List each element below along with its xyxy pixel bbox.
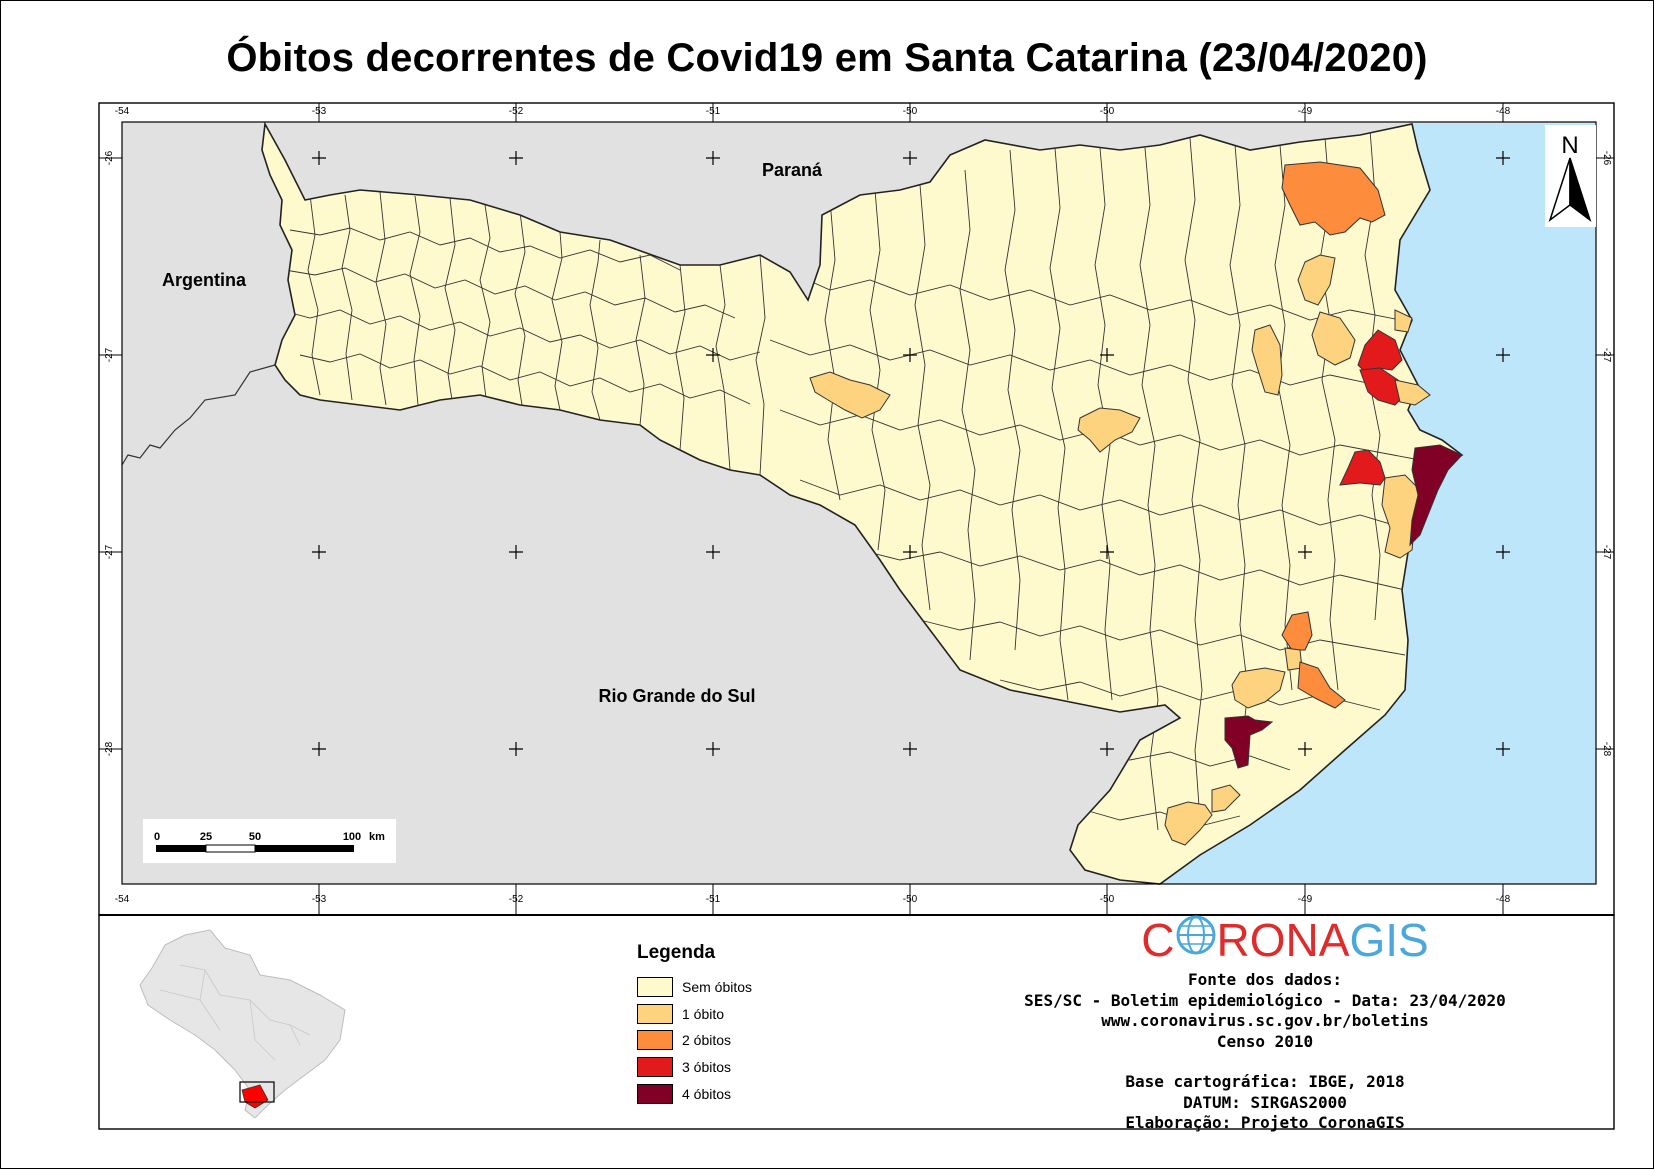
lon-tick-label: -51: [706, 894, 721, 905]
legend-swatch: [637, 1084, 673, 1104]
scale-label: 100: [343, 831, 361, 843]
argentina-river-line: [121, 364, 276, 466]
north-arrow-icon: N: [1545, 125, 1596, 227]
lat-tick-label: -28: [1601, 742, 1612, 757]
lon-tick-label: -54: [115, 106, 130, 117]
globe-icon: [1175, 914, 1217, 966]
lon-tick-label: -54: [115, 894, 130, 905]
legend-label: 3 óbitos: [682, 1059, 732, 1075]
credits-block: Fonte dos dados: SES/SC - Boletim epidem…: [980, 970, 1550, 1134]
legend-label: 1 óbito: [682, 1006, 725, 1022]
lon-tick-label: -49: [1298, 894, 1313, 905]
credits-line: DATUM: SIRGAS2000: [1183, 1092, 1347, 1112]
lon-tick-label: -49: [1298, 106, 1313, 117]
lon-tick-label: -48: [1496, 106, 1511, 117]
lon-tick-label: -50: [1100, 106, 1115, 117]
lon-tick-label: -48: [1496, 894, 1511, 905]
logo-letter-c: C: [1141, 914, 1175, 966]
label-rio-grande-do-sul: Rio Grande do Sul: [598, 686, 755, 706]
lat-labels-right: -26 -27 -27 -28: [1601, 151, 1612, 757]
legend-swatch: [637, 1030, 673, 1050]
municipality-2-obitos: [1281, 161, 1386, 236]
legend-label: Sem óbitos: [682, 979, 753, 995]
map-frame-inner: [121, 121, 1597, 885]
municipality-1-obito: [809, 371, 891, 419]
scale-label: 0: [154, 831, 160, 843]
legend-item: 1 óbito: [637, 1003, 724, 1025]
ocean: [1160, 124, 1596, 884]
lat-tick-label: -27: [1601, 545, 1612, 560]
municipality-4-obitos: [1224, 715, 1274, 769]
lat-tick-label: -26: [104, 150, 115, 165]
frame-ticks: [99, 103, 1614, 915]
lat-tick-label: -27: [104, 347, 115, 362]
credits-line: Fonte dos dados:: [1187, 970, 1343, 989]
municipality-1-obito: [1394, 309, 1413, 333]
municipality-1-obito: [1311, 311, 1356, 366]
legend-item: 3 óbitos: [637, 1056, 731, 1078]
highlighted-municipalities: [809, 161, 1463, 846]
svg-text:N: N: [1561, 132, 1578, 159]
graticule-crosses: [312, 151, 1510, 756]
logo-text-rona: RONA: [1216, 914, 1350, 966]
legend-label: 4 óbitos: [682, 1086, 732, 1102]
legend-label: 2 óbitos: [682, 1032, 732, 1048]
lon-tick-label: -50: [903, 106, 918, 117]
coronagis-logo: C RONAGIS: [1110, 914, 1460, 966]
scale-label: 25: [200, 831, 212, 843]
credits-line: [980, 1052, 1550, 1072]
municipality-1-obito: [1297, 254, 1336, 306]
municipality-2-obitos: [1297, 661, 1346, 709]
credits-line: www.coronavirus.sc.gov.br/boletins: [1101, 1011, 1429, 1030]
municipality-4-obitos: [1409, 444, 1463, 547]
lon-tick-label: -52: [509, 894, 524, 905]
municipality-1-obito: [1077, 407, 1141, 453]
scale-label: 50: [249, 831, 261, 843]
map-title: Óbitos decorrentes de Covid19 em Santa C…: [226, 36, 1428, 80]
legend-swatch: [637, 1057, 673, 1077]
legend-item: Sem óbitos: [637, 976, 752, 998]
lon-labels-bottom: -54 -53 -52 -51 -50 -50 -49 -48: [115, 894, 1511, 905]
lat-tick-label: -26: [1601, 151, 1612, 166]
legend-swatch: [637, 1004, 673, 1024]
logo-text-gis: GIS: [1349, 914, 1429, 966]
legend-swatch: [637, 977, 673, 997]
label-parana: Paraná: [762, 160, 823, 180]
lat-tick-label: -28: [104, 741, 115, 756]
lat-labels-left: -26 -27 -27 -28: [104, 150, 115, 756]
municipality-1-obito: [1251, 324, 1283, 396]
legend-item: 2 óbitos: [637, 1029, 731, 1051]
credits-line: SES/SC - Boletim epidemiológico - Data: …: [1024, 990, 1506, 1010]
santa-catarina-region: [261, 121, 1464, 885]
label-argentina: Argentina: [162, 270, 247, 290]
municipality-3-obitos: [1339, 449, 1386, 486]
lon-tick-label: -51: [706, 106, 721, 117]
municipality-1-obito: [1394, 379, 1431, 406]
lat-tick-label: -27: [104, 544, 115, 559]
legend-title: Legenda: [637, 942, 716, 963]
bottom-panel-frame: [98, 914, 1615, 1130]
lat-tick-label: -27: [1601, 348, 1612, 363]
municipality-1-obito: [1211, 784, 1241, 813]
scale-label: km: [369, 831, 385, 843]
scale-bar: 0 25 50 100 km: [143, 819, 396, 863]
municipal-boundaries: [279, 129, 1421, 831]
legend-item: 4 óbitos: [637, 1083, 731, 1105]
municipality-1-obito: [1231, 667, 1286, 709]
lon-tick-label: -52: [509, 106, 524, 117]
lon-tick-label: -50: [1100, 894, 1115, 905]
municipality-2-obitos: [1281, 611, 1313, 651]
lon-tick-label: -53: [312, 106, 327, 117]
lon-tick-label: -53: [312, 894, 327, 905]
credits-line: Base cartográfica: IBGE, 2018: [1125, 1072, 1405, 1091]
credits-line: Censo 2010: [1216, 1031, 1314, 1051]
credits-line: Elaboração: Projeto CoronaGIS: [1125, 1113, 1405, 1132]
municipality-1-obito: [1164, 801, 1213, 846]
brazil-locator-map: [139, 929, 346, 1119]
lon-labels-top: -54 -53 -52 -51 -50 -50 -49 -48: [115, 106, 1511, 117]
lon-tick-label: -50: [903, 894, 918, 905]
